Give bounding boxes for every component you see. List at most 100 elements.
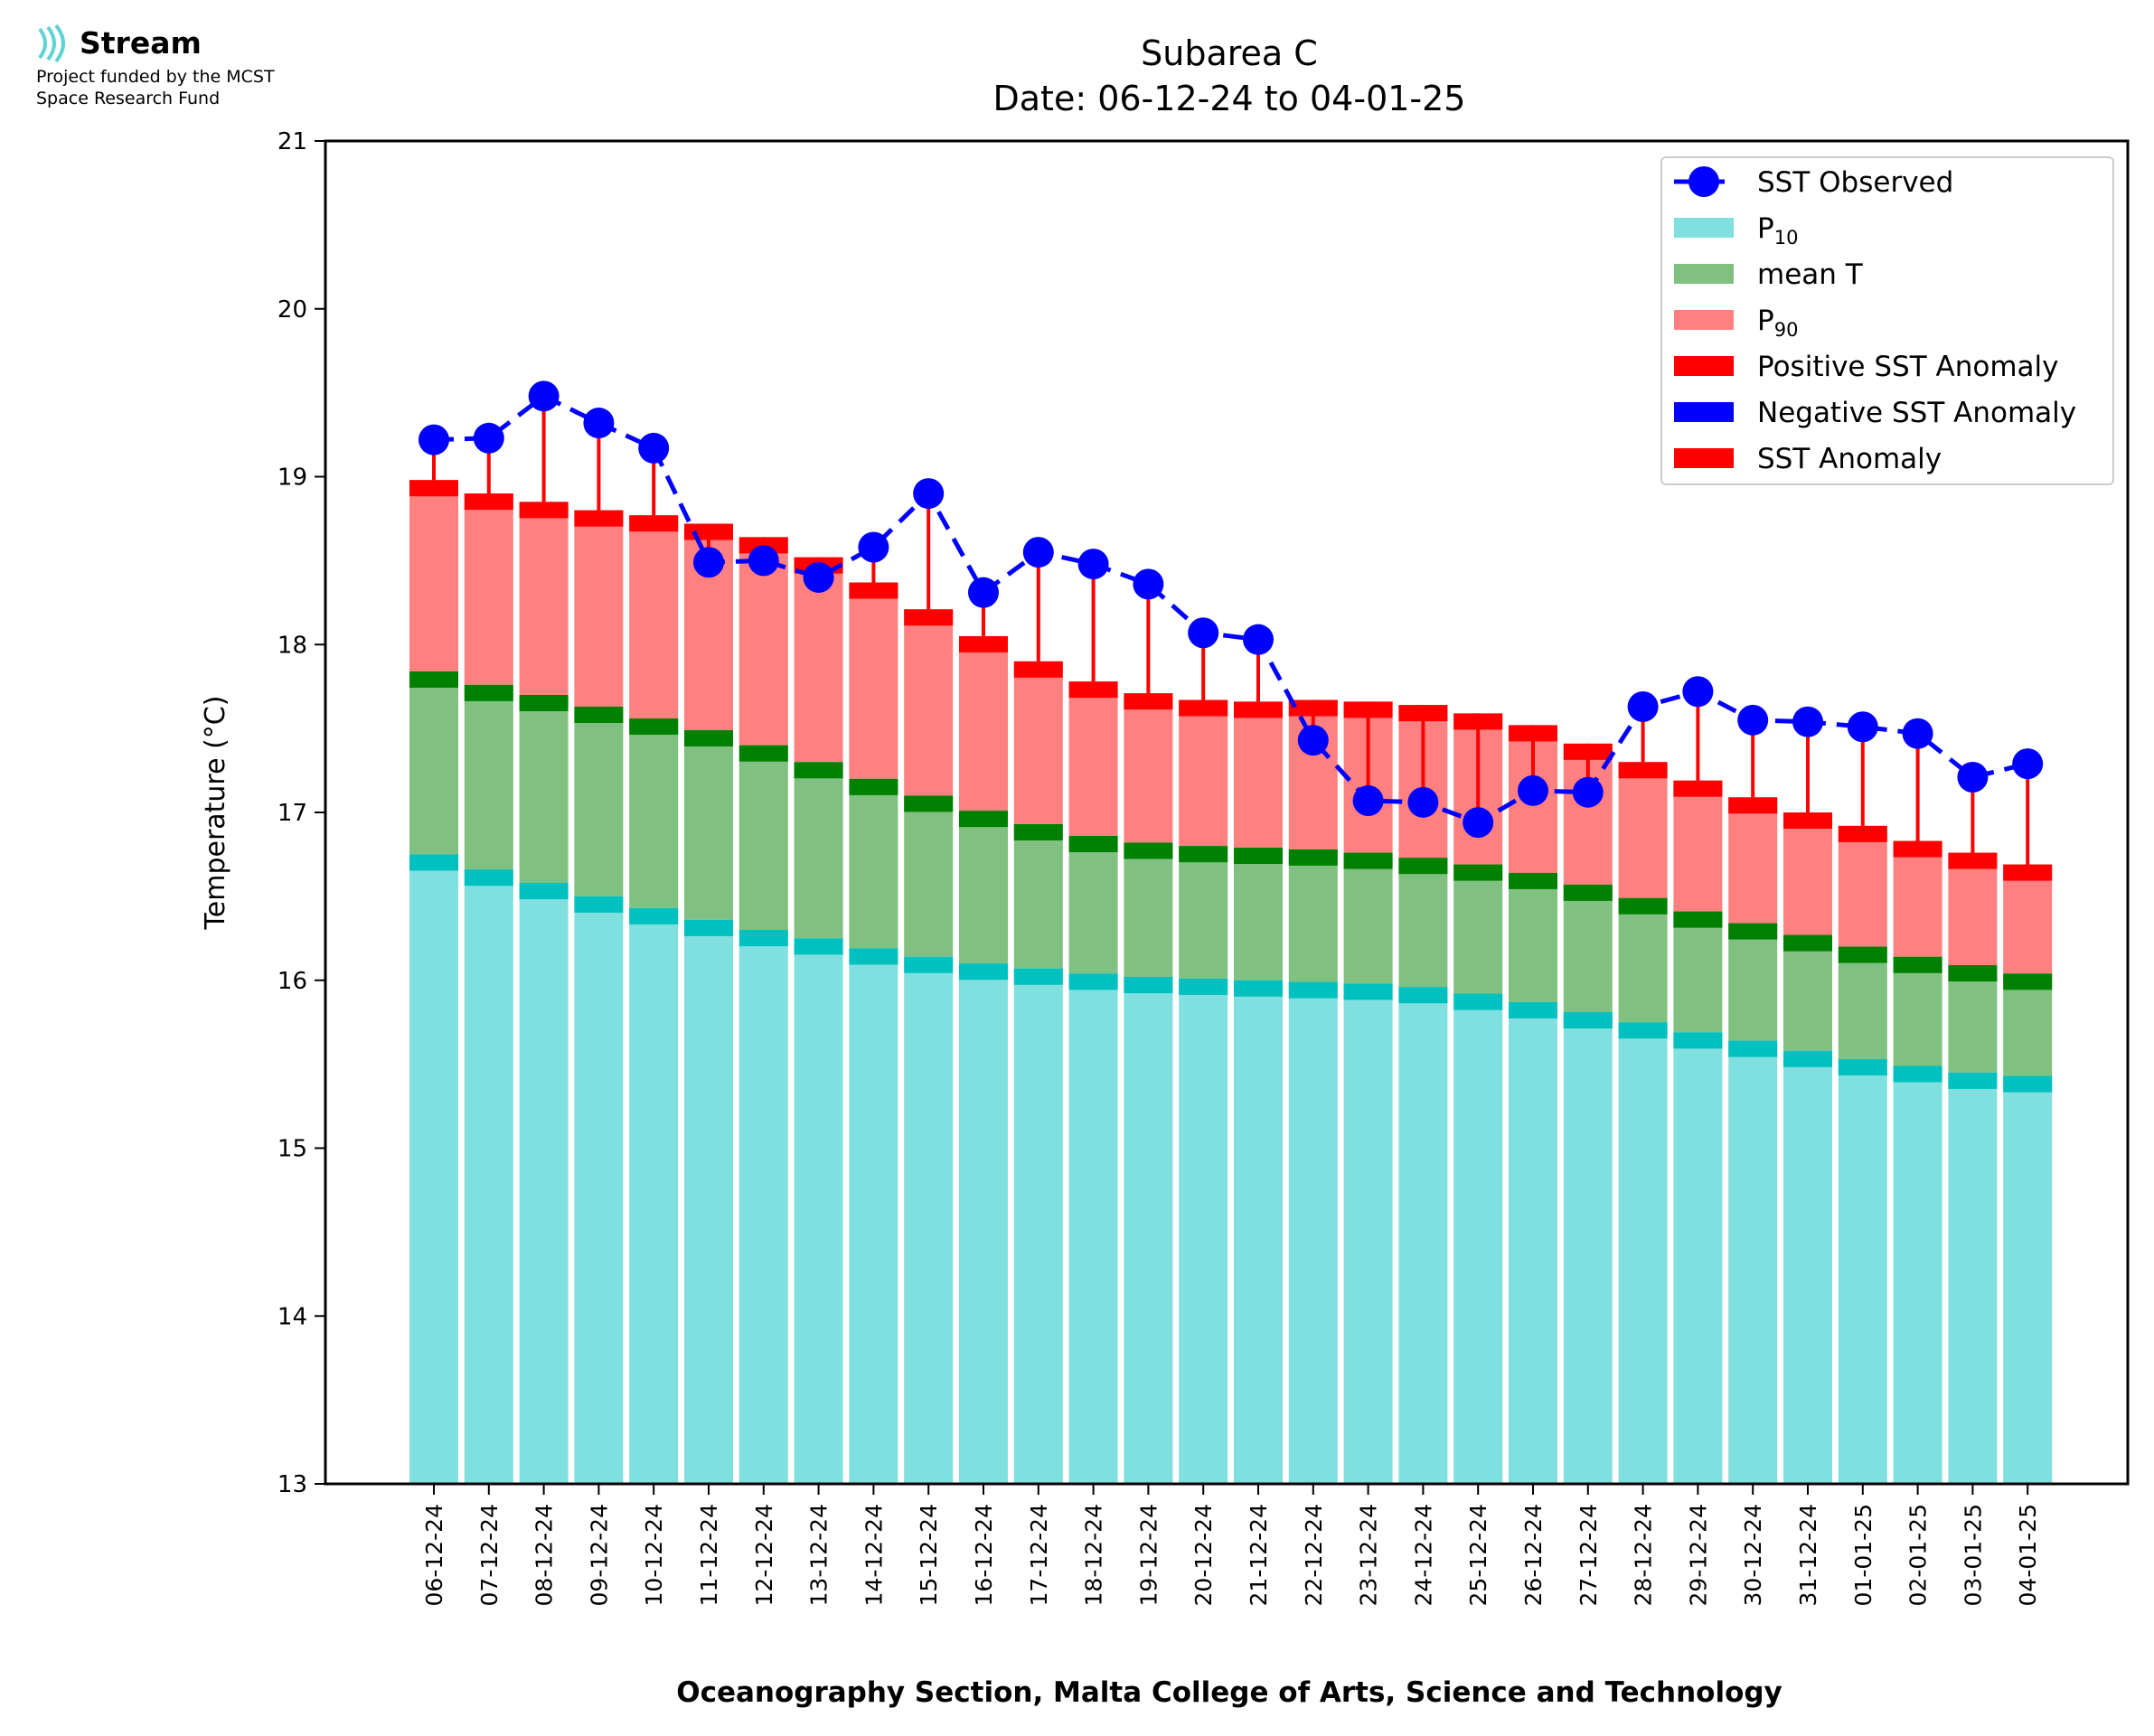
sst-observed-point [419, 424, 449, 455]
y-tick-label: 21 [277, 128, 307, 155]
p90-bar [1783, 812, 1832, 935]
p10-bar [1288, 981, 1338, 1484]
legend-patch-swatch [1674, 264, 1734, 284]
p90-bar-cap [629, 515, 679, 532]
legend-item: Negative SST Anomaly [1674, 397, 2076, 429]
p10-bar [1618, 1022, 1668, 1484]
p90-bar [464, 493, 513, 685]
legend-item: SST Anomaly [1674, 443, 1942, 475]
mean-t-bar [1563, 884, 1613, 1013]
mean-t-bar-cap [959, 811, 1008, 828]
funding-line-1: Project funded by the MCST [36, 67, 275, 87]
sst-observed-point [473, 422, 504, 454]
legend-item: Positive SST Anomaly [1674, 351, 2058, 383]
legend-label: mean T [1757, 258, 1864, 291]
p90-bar [409, 480, 458, 671]
legend-box [1660, 156, 2114, 485]
mean-t-bar [1124, 842, 1173, 978]
legend-patch-swatch [1674, 356, 1734, 376]
p90-bar [1728, 797, 1778, 924]
sst-observed-point [1902, 718, 1933, 749]
p10-bar [574, 896, 624, 1484]
mean-t-bar-cap [1398, 858, 1448, 875]
mean-t-bar-cap [519, 694, 569, 711]
p10-bar-cap [849, 948, 898, 965]
mean-t-bar [1948, 965, 1998, 1073]
sst-observed-point [528, 380, 560, 412]
legend-label: SST Observed [1757, 166, 1953, 199]
sst-observed-point [638, 432, 670, 464]
p10-bar [629, 907, 679, 1484]
sst-observed-point [1737, 704, 1769, 736]
p10-bar-cap [1124, 977, 1173, 994]
x-tick-label: 14-12-24 [861, 1504, 887, 1606]
y-tick-label: 19 [277, 464, 307, 492]
legend-label: Negative SST Anomaly [1757, 397, 2076, 429]
p10-bar-cap [684, 919, 733, 936]
p10-bar-cap [2003, 1075, 2053, 1093]
mean-t-bar [1179, 846, 1228, 979]
p90-bar-cap [1783, 812, 1832, 829]
sst-observed-point [693, 547, 724, 578]
x-tick-label: 01-01-25 [1850, 1504, 1877, 1606]
p90-bar-cap [1948, 852, 1998, 869]
p10-bar-cap [1343, 983, 1393, 1000]
chart-title: Subarea C [1141, 33, 1318, 73]
x-tick-label: 12-12-24 [751, 1504, 777, 1606]
mean-t-bar-cap [409, 671, 458, 688]
mean-t-bar [1728, 923, 1778, 1041]
sst-observed-point [1188, 617, 1219, 649]
legend-patch-swatch [1674, 448, 1734, 468]
mean-t-bar [1509, 872, 1557, 1002]
p10-bar-cap [574, 896, 624, 913]
p10-bar-cap [738, 930, 788, 947]
funding-line-2: Space Research Fund [36, 89, 221, 108]
p10-bar [849, 948, 898, 1484]
mean-t-bar [1618, 897, 1668, 1023]
p90-bar [1893, 840, 1942, 957]
p90-bar [1179, 699, 1228, 847]
p10-bar-cap [1783, 1050, 1832, 1067]
mean-t-bar [1453, 864, 1503, 994]
p10-bar-cap [1453, 993, 1503, 1010]
p10-bar-cap [904, 956, 954, 973]
mean-t-bar-cap [629, 718, 679, 735]
mean-t-bar-cap [1563, 884, 1613, 901]
bars-layer [409, 480, 2053, 1484]
p10-bar-cap [1509, 1001, 1557, 1018]
p10-bar-cap [1618, 1022, 1668, 1039]
mean-t-bar [1068, 836, 1118, 974]
mean-t-bar [684, 729, 733, 920]
p90-bar [1673, 780, 1723, 912]
p10-bar-cap [1068, 973, 1118, 990]
p90-bar [1838, 825, 1887, 947]
y-tick-label: 16 [277, 968, 307, 995]
mean-t-bar-cap [2003, 973, 2053, 990]
axes-layer: 06-12-24 07-12-24 08-12-24 09-12-24 10-12-24… [277, 128, 2041, 1606]
x-tick-label: 03-01-25 [1960, 1504, 1986, 1606]
p90-bar-cap [1838, 825, 1887, 842]
mean-t-bar [1783, 934, 1832, 1051]
sst-observed-point [968, 577, 999, 608]
mean-t-bar [1234, 848, 1283, 981]
mean-t-bar [519, 694, 569, 884]
x-tick-label: 21-12-24 [1246, 1504, 1272, 1606]
p90-bar-cap [1893, 840, 1942, 858]
sst-observed-point [1682, 676, 1714, 708]
legend-patch-swatch [1674, 310, 1734, 330]
mean-t-bar [1343, 852, 1393, 984]
x-tick-label: 22-12-24 [1301, 1504, 1327, 1606]
x-tick-label: 20-12-24 [1190, 1504, 1217, 1606]
p10-bar [409, 854, 458, 1484]
mean-t-bar [849, 778, 898, 949]
x-tick-label: 13-12-24 [806, 1504, 832, 1606]
x-tick-label: 04-01-25 [2015, 1504, 2041, 1606]
mean-t-bar [1838, 946, 1887, 1060]
sst-observed-point [1022, 537, 1054, 568]
p10-bar-cap [959, 963, 1008, 981]
sst-observed-point [1572, 776, 1604, 808]
p90-bar [629, 515, 679, 718]
mean-t-bar [1398, 858, 1448, 988]
mean-t-bar-cap [738, 745, 788, 762]
